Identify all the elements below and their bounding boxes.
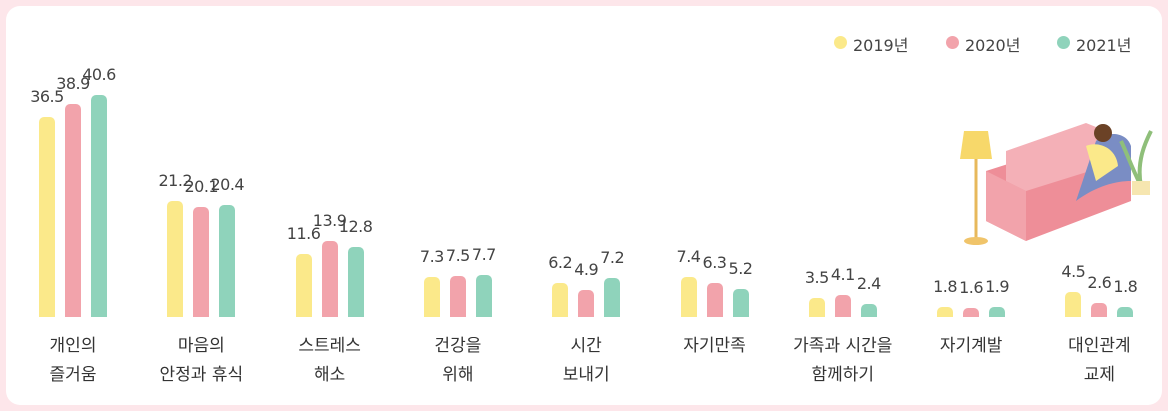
bar — [1091, 303, 1107, 317]
bar — [552, 283, 568, 317]
legend-label: 2020년 — [965, 32, 1020, 56]
x-tick-label: 시간 보내기 — [563, 332, 610, 390]
value-label: 40.6 — [82, 65, 116, 84]
bar — [989, 307, 1005, 317]
value-label: 7.2 — [600, 248, 624, 267]
value-label: 7.4 — [677, 247, 701, 266]
page: 2019년2020년2021년개인의 즐거움36.538.940.6마음의 안정… — [0, 0, 1168, 411]
bar — [167, 201, 183, 317]
value-label: 3.5 — [805, 268, 829, 287]
bar — [733, 289, 749, 317]
bar — [578, 290, 594, 317]
x-tick-label: 자기계발 — [940, 332, 1003, 361]
value-label: 12.8 — [339, 217, 373, 236]
bar — [835, 295, 851, 317]
bar — [91, 95, 107, 317]
bar — [809, 298, 825, 317]
legend-label: 2021년 — [1076, 32, 1131, 56]
legend-marker — [1057, 36, 1070, 49]
bar — [707, 283, 723, 317]
x-tick-label: 건강을 위해 — [434, 332, 481, 390]
x-tick-label: 마음의 안정과 휴식 — [159, 332, 243, 390]
bar — [604, 278, 620, 317]
bar — [219, 205, 235, 317]
x-tick-label: 개인의 즐거움 — [50, 332, 97, 390]
legend-marker — [834, 36, 847, 49]
bar — [450, 276, 466, 317]
value-label: 6.2 — [548, 253, 572, 272]
bar — [65, 104, 81, 317]
value-label: 6.3 — [703, 253, 727, 272]
value-label: 2.6 — [1087, 273, 1111, 292]
value-label: 5.2 — [729, 259, 753, 278]
illustration — [946, 111, 1156, 251]
bar — [39, 117, 55, 317]
value-label: 4.5 — [1061, 262, 1085, 281]
legend-marker — [946, 36, 959, 49]
bar — [296, 254, 312, 317]
value-label: 4.9 — [574, 260, 598, 279]
bar — [681, 277, 697, 317]
value-label: 7.3 — [420, 247, 444, 266]
x-tick-label: 가족과 시간을 함께하기 — [793, 332, 892, 390]
bar — [1065, 292, 1081, 317]
bar — [424, 277, 440, 317]
bar — [1117, 307, 1133, 317]
value-label: 1.6 — [959, 278, 983, 297]
x-tick-label: 자기만족 — [683, 332, 746, 361]
value-label: 7.5 — [446, 246, 470, 265]
x-tick-label: 스트레스 해소 — [298, 332, 361, 390]
bar — [348, 247, 364, 317]
value-label: 7.7 — [472, 245, 496, 264]
bar — [963, 308, 979, 317]
bar — [193, 207, 209, 317]
bar — [937, 307, 953, 317]
value-label: 2.4 — [857, 274, 881, 293]
bar — [861, 304, 877, 317]
value-label: 1.8 — [933, 277, 957, 296]
value-label: 20.4 — [210, 175, 244, 194]
x-tick-label: 대인관계 교제 — [1068, 332, 1131, 390]
bar — [476, 275, 492, 317]
bar — [322, 241, 338, 317]
legend-label: 2019년 — [853, 32, 908, 56]
value-label: 1.9 — [985, 277, 1009, 296]
value-label: 1.8 — [1113, 277, 1137, 296]
value-label: 4.1 — [831, 265, 855, 284]
